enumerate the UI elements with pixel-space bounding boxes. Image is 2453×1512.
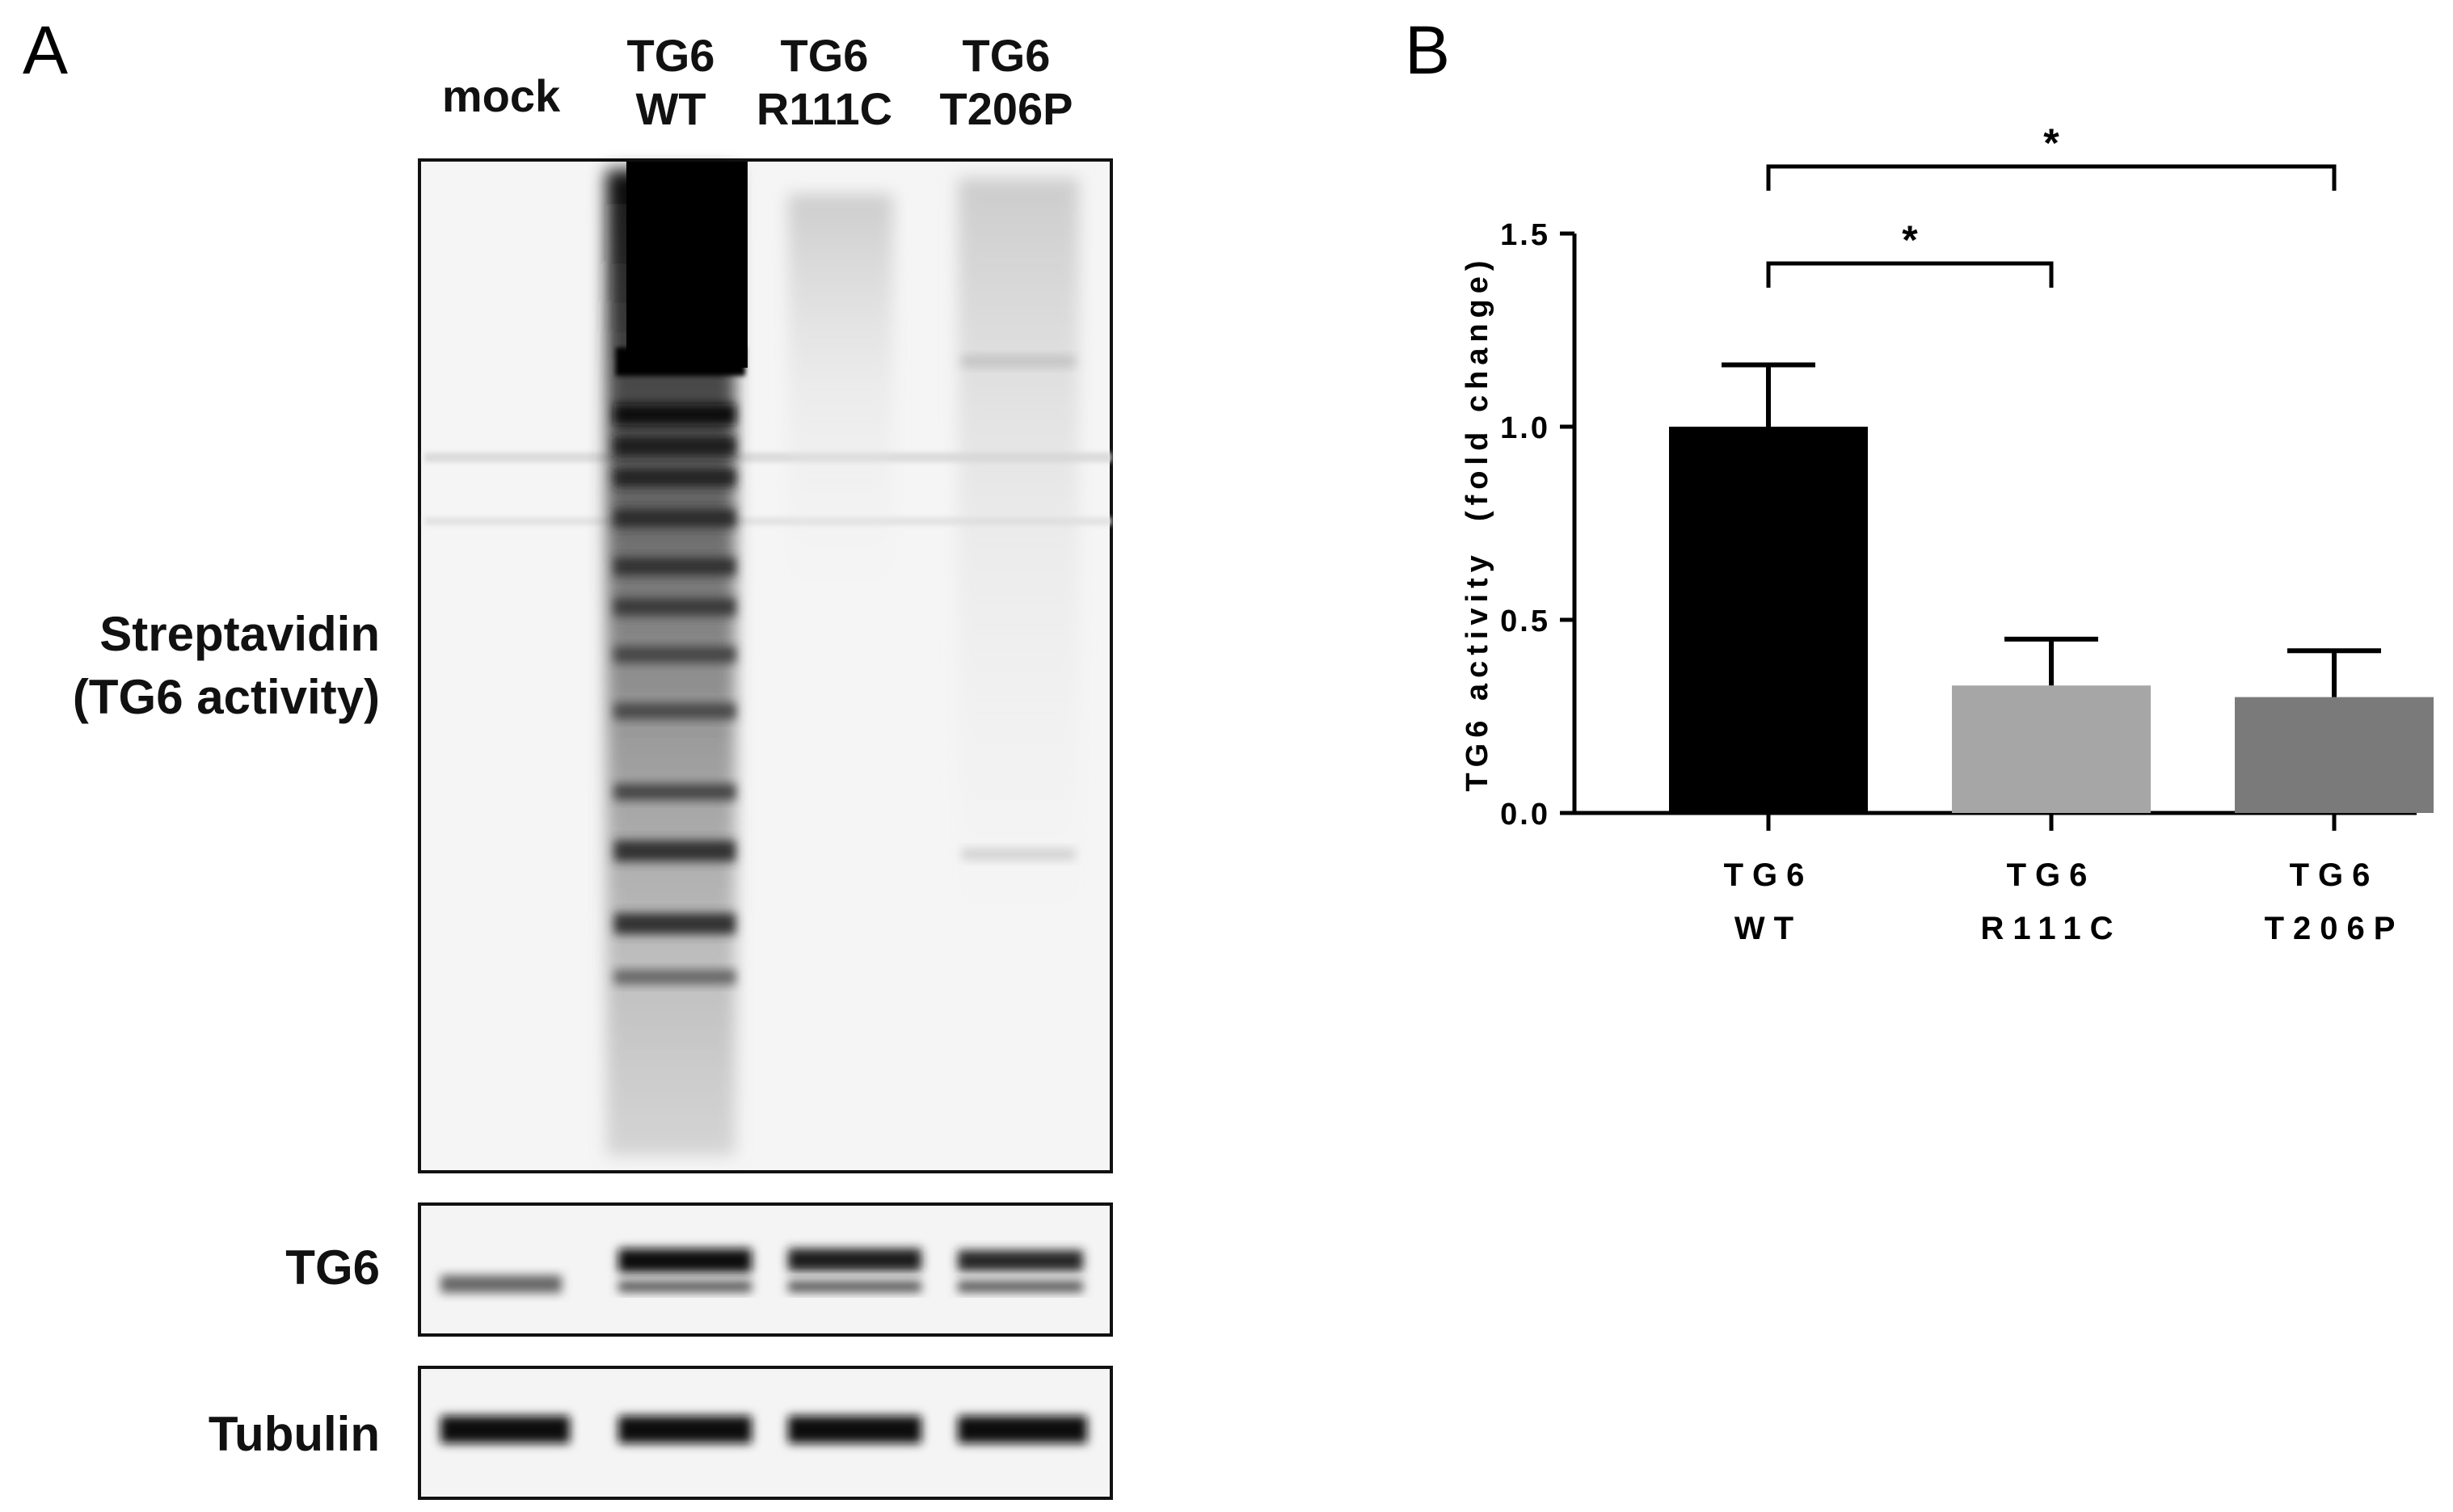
- tubulin-blot: [418, 1366, 1113, 1500]
- lane-label-mock: mock: [404, 69, 598, 123]
- lane-label-line2: T206P: [939, 83, 1073, 134]
- blot-label-tubulin: Tubulin: [0, 1403, 380, 1466]
- significance-star: *: [2043, 120, 2059, 166]
- x-tick-label: WT: [1734, 911, 1802, 946]
- lane-label-tg6-wt: TG6 WT: [574, 29, 768, 136]
- blot-label-line1: Tubulin: [208, 1407, 380, 1461]
- bar: [2235, 697, 2434, 813]
- y-axis-title: TG6 activity (fold change): [1460, 255, 1494, 791]
- lane-label-line1: TG6: [626, 30, 715, 81]
- blot-label-line1: Streptavidin: [99, 607, 380, 661]
- lane-label-line1: mock: [441, 70, 561, 121]
- y-tick-label: 0.0: [1500, 798, 1550, 832]
- x-tick-label: R111C: [1980, 911, 2122, 946]
- blot-label-tg6: TG6: [0, 1236, 380, 1299]
- panel-b-letter: B: [1405, 12, 1451, 88]
- lane-label-line1: TG6: [962, 30, 1051, 81]
- y-tick-label: 0.5: [1500, 604, 1550, 638]
- blot-label-line2: (TG6 activity): [72, 670, 380, 724]
- y-tick-label: 1.0: [1500, 411, 1550, 445]
- significance-star: *: [1902, 217, 1918, 263]
- x-tick-label: TG6: [2007, 857, 2097, 893]
- x-tick-label: TG6: [1724, 857, 1814, 893]
- lane-label-line2: R111C: [756, 83, 893, 134]
- x-tick-label: TG6: [2290, 857, 2379, 893]
- y-tick-label: 1.5: [1500, 218, 1550, 252]
- bar: [1669, 427, 1868, 813]
- x-tick-label: T206P: [2265, 911, 2405, 946]
- western-blot-images: [418, 158, 1113, 1500]
- panel-a-letter: A: [23, 12, 69, 88]
- lane-label-tg6-t206p: TG6 T206P: [909, 29, 1103, 136]
- blot-label-line1: TG6: [285, 1240, 380, 1295]
- lane-label-tg6-r111c: TG6 R111C: [727, 29, 921, 136]
- lane-label-line2: WT: [635, 83, 706, 134]
- bar: [1952, 685, 2151, 813]
- significance-bracket: [1766, 164, 2337, 191]
- significance-bracket: [1766, 261, 2054, 288]
- streptavidin-blot: [418, 158, 1113, 1173]
- blot-label-streptavidin: Streptavidin (TG6 activity): [0, 603, 380, 729]
- tg6-blot: [418, 1202, 1113, 1337]
- lane-label-line1: TG6: [780, 30, 869, 81]
